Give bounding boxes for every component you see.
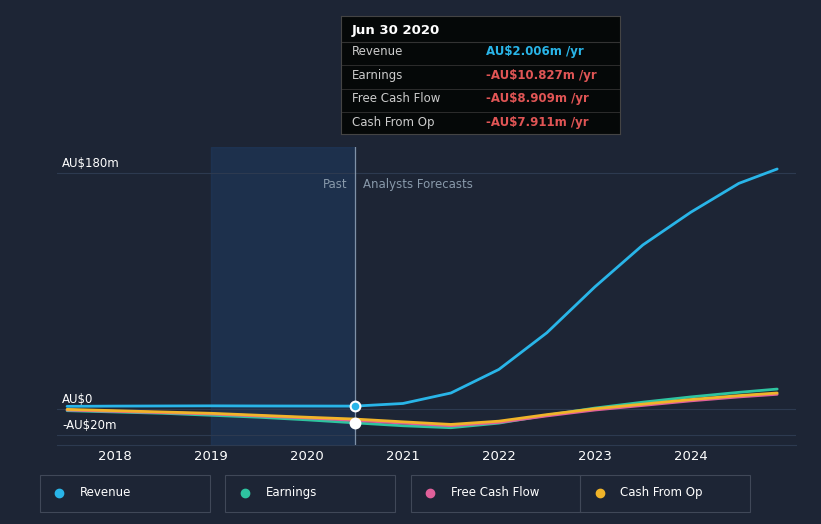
Text: -AU$7.911m /yr: -AU$7.911m /yr <box>486 116 589 129</box>
Text: Earnings: Earnings <box>352 69 403 82</box>
Bar <box>211 147 355 445</box>
Text: AU$0: AU$0 <box>62 393 94 406</box>
Text: Revenue: Revenue <box>80 486 131 499</box>
Text: Cash From Op: Cash From Op <box>621 486 703 499</box>
Text: AU$180m: AU$180m <box>62 157 120 170</box>
Text: Jun 30 2020: Jun 30 2020 <box>352 24 440 37</box>
Text: Free Cash Flow: Free Cash Flow <box>451 486 539 499</box>
Text: Revenue: Revenue <box>352 45 403 58</box>
Text: Past: Past <box>323 178 347 191</box>
Text: Free Cash Flow: Free Cash Flow <box>352 92 440 105</box>
Text: -AU$10.827m /yr: -AU$10.827m /yr <box>486 69 597 82</box>
Text: Earnings: Earnings <box>265 486 317 499</box>
Text: Cash From Op: Cash From Op <box>352 116 434 129</box>
Text: AU$2.006m /yr: AU$2.006m /yr <box>486 45 584 58</box>
Text: -AU$20m: -AU$20m <box>62 419 117 432</box>
Text: -AU$8.909m /yr: -AU$8.909m /yr <box>486 92 589 105</box>
Text: Analysts Forecasts: Analysts Forecasts <box>363 178 473 191</box>
